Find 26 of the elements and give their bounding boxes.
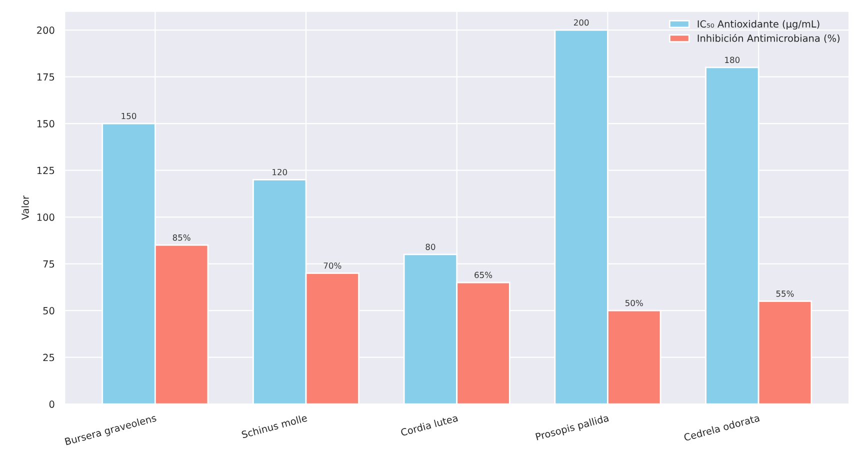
y-tick-label: 125 <box>37 166 54 174</box>
y-tick-label: 50 <box>43 307 54 314</box>
y-tick-label: 100 <box>37 214 54 221</box>
y-tick-label: 0 <box>49 400 54 408</box>
x-tick-label: Prosopis pallida <box>535 414 610 442</box>
y-tick-label: 75 <box>43 260 54 268</box>
data-label: 150 <box>122 112 136 120</box>
data-label: 65% <box>474 272 492 278</box>
x-tick-label: Schinus molle <box>241 414 308 438</box>
y-tick-label: 25 <box>43 354 54 362</box>
data-label: 70% <box>324 262 342 269</box>
x-tick-label: Cedrela odorata <box>684 414 760 442</box>
y-axis-title: Valor <box>21 195 29 220</box>
data-label: 50% <box>625 300 643 306</box>
y-tick-label: 150 <box>37 120 54 128</box>
data-label: 80 <box>426 244 436 250</box>
x-tick-label: Cordia lutea <box>400 414 458 436</box>
y-tick-label: 175 <box>37 73 54 81</box>
data-label: 85% <box>172 234 190 241</box>
data-label: 55% <box>776 290 794 297</box>
y-tick-label: 200 <box>37 26 54 34</box>
data-label: 120 <box>272 168 288 176</box>
legend-label: IC₅₀ Antioxidante (μg/mL) <box>698 20 820 30</box>
legend-label: Inhibición Antimicrobiana (%) <box>698 34 840 44</box>
data-label: 200 <box>574 19 589 26</box>
data-label: 180 <box>725 56 740 64</box>
